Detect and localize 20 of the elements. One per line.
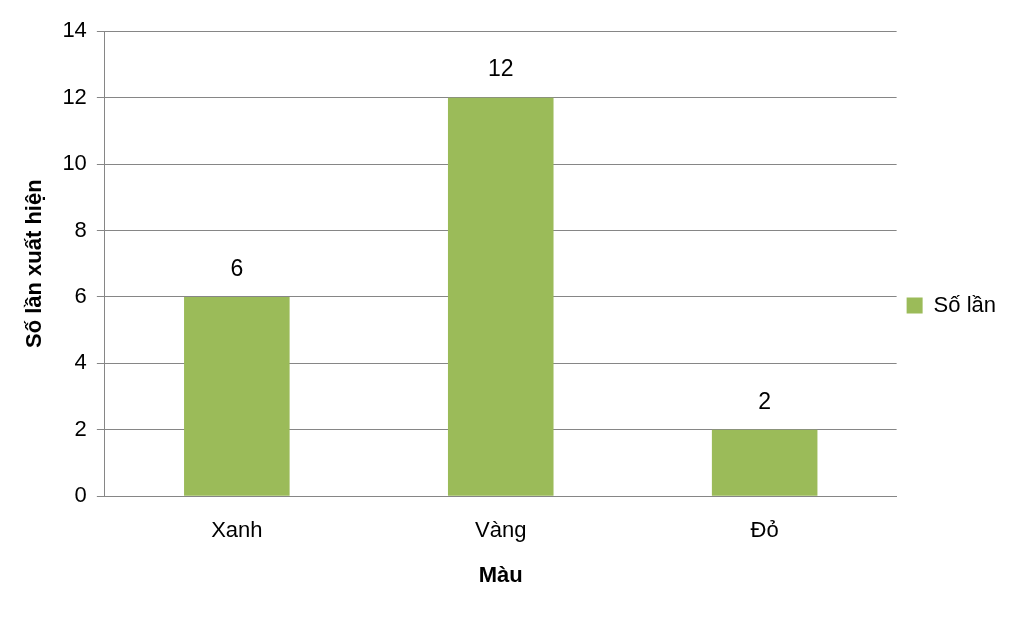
y-tick-label: 4: [74, 349, 87, 375]
y-tick-label: 8: [74, 216, 87, 242]
bar: [711, 429, 818, 496]
y-tick-label: 6: [74, 282, 87, 308]
y-tick-label: 10: [62, 150, 87, 176]
y-tick-label: 0: [74, 482, 87, 508]
y-tick-label: 12: [62, 83, 87, 109]
legend-label: Số lần: [933, 291, 997, 317]
x-tick-label: Xanh: [211, 517, 263, 543]
y-axis-title: Số lần xuất hiện: [21, 179, 47, 349]
x-tick-label: Đỏ: [750, 517, 779, 543]
data-label: 6: [230, 254, 244, 281]
bar: [184, 296, 290, 496]
x-tick-label: Vàng: [475, 517, 527, 543]
bar: [447, 97, 554, 496]
y-tick-label: 14: [62, 17, 87, 43]
y-tick-label: 2: [74, 415, 87, 441]
x-axis-title: Màu: [478, 561, 523, 587]
data-label: 2: [758, 387, 772, 414]
data-label: 12: [487, 55, 514, 82]
